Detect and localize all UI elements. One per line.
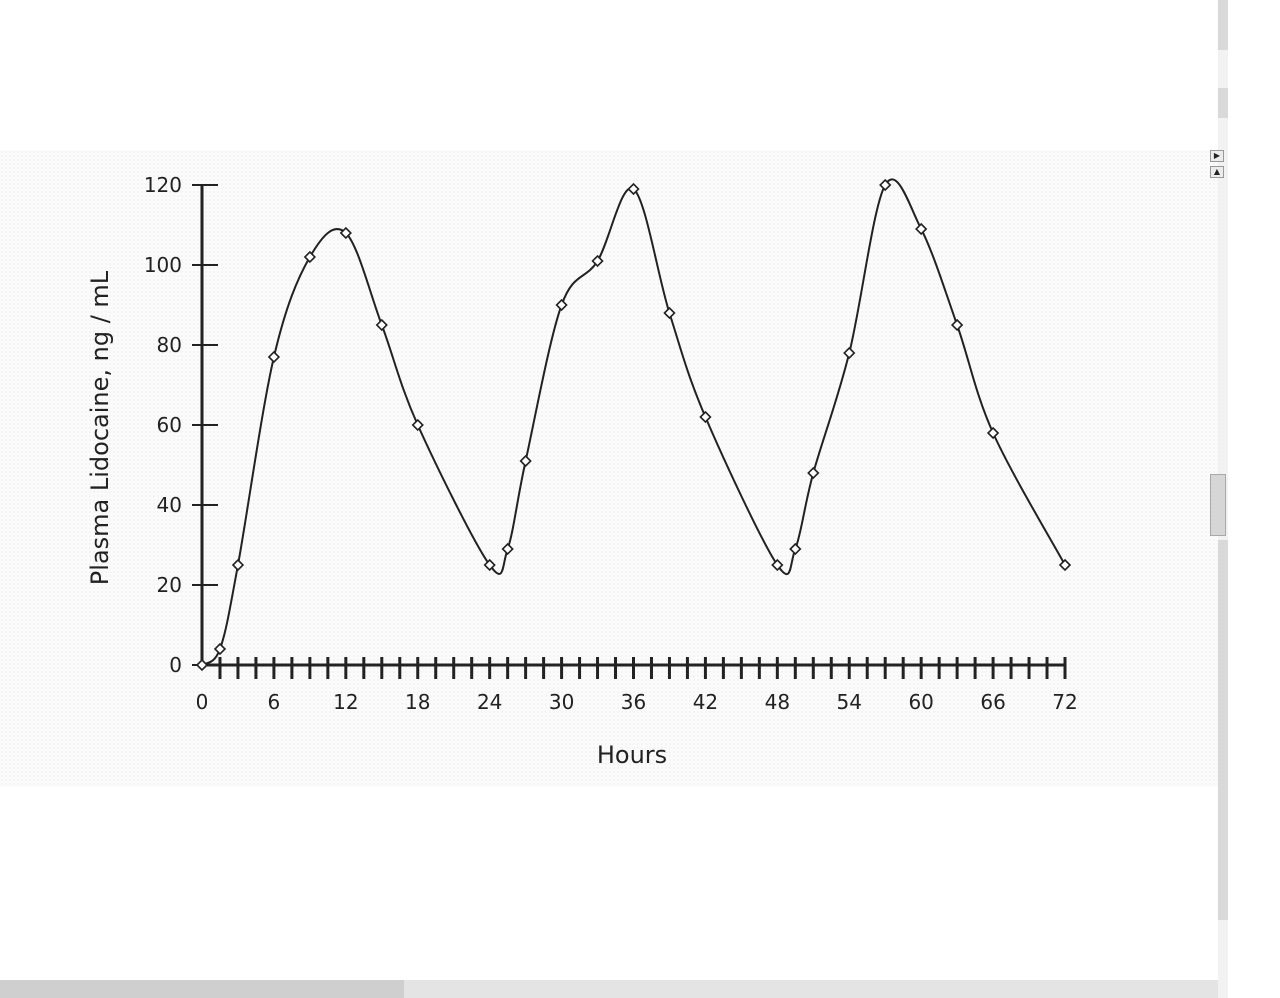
y-axis-ticks: 0 20 40 60 80 100 120 xyxy=(144,173,218,677)
data-point xyxy=(231,558,245,572)
y-tick-label: 60 xyxy=(157,413,182,437)
x-minor-ticks xyxy=(218,657,1067,679)
data-point xyxy=(879,178,892,192)
y-tick-label: 40 xyxy=(157,493,182,517)
data-point xyxy=(843,346,856,360)
data-point xyxy=(699,410,712,424)
horizontal-scrollbar[interactable] xyxy=(0,980,1218,998)
horizontal-scroll-thumb[interactable] xyxy=(0,980,404,998)
data-point xyxy=(807,466,820,480)
data-markers xyxy=(195,178,1072,672)
x-tick-label: 30 xyxy=(549,690,574,714)
x-tick-label: 12 xyxy=(333,690,358,714)
data-point xyxy=(501,542,514,556)
data-point xyxy=(411,418,424,432)
y-tick-label: 20 xyxy=(157,573,182,597)
data-point xyxy=(483,558,496,572)
vertical-scroll-thumb[interactable] xyxy=(1210,474,1226,536)
x-tick-label: 48 xyxy=(765,690,790,714)
y-axis-title: Plasma Lidocaine, ng / mL xyxy=(86,270,114,585)
data-point xyxy=(555,298,568,312)
scroll-up-button[interactable]: ▲ xyxy=(1210,166,1224,178)
y-tick-label: 100 xyxy=(144,253,182,277)
data-point xyxy=(339,226,352,240)
data-point xyxy=(195,658,209,672)
y-tick-label: 80 xyxy=(157,333,182,357)
x-axis-tick-labels: 0 6 12 18 24 30 36 42 48 54 60 66 72 xyxy=(196,690,1078,714)
x-tick-label: 36 xyxy=(621,690,646,714)
x-tick-label: 6 xyxy=(268,690,281,714)
data-point xyxy=(950,318,964,332)
y-tick-label: 0 xyxy=(169,653,182,677)
data-point xyxy=(1058,558,1072,572)
data-point xyxy=(591,254,604,268)
scroll-right-button[interactable]: ▶ xyxy=(1210,150,1224,162)
data-point xyxy=(519,454,532,468)
x-tick-label: 72 xyxy=(1052,690,1077,714)
y-tick-label: 120 xyxy=(144,173,182,197)
x-tick-label: 54 xyxy=(837,690,862,714)
data-point xyxy=(627,182,640,196)
x-axis-title: Hours xyxy=(597,741,667,769)
x-tick-label: 60 xyxy=(908,690,933,714)
data-point xyxy=(789,542,802,556)
data-point xyxy=(303,250,317,264)
x-tick-label: 0 xyxy=(196,690,209,714)
series-line xyxy=(201,178,1066,666)
data-point xyxy=(771,558,784,572)
line-chart: 0 20 40 60 80 100 120 0 6 12 18 24 30 36 42 48 54 60 66 72… xyxy=(86,173,1078,769)
x-tick-label: 18 xyxy=(405,690,430,714)
data-point xyxy=(986,426,1000,440)
data-point xyxy=(663,306,676,320)
data-point xyxy=(375,318,388,332)
data-point xyxy=(213,642,227,656)
x-tick-label: 42 xyxy=(693,690,718,714)
data-point xyxy=(267,350,281,364)
data-point xyxy=(915,222,928,236)
x-tick-label: 66 xyxy=(980,690,1005,714)
x-tick-label: 24 xyxy=(477,690,502,714)
